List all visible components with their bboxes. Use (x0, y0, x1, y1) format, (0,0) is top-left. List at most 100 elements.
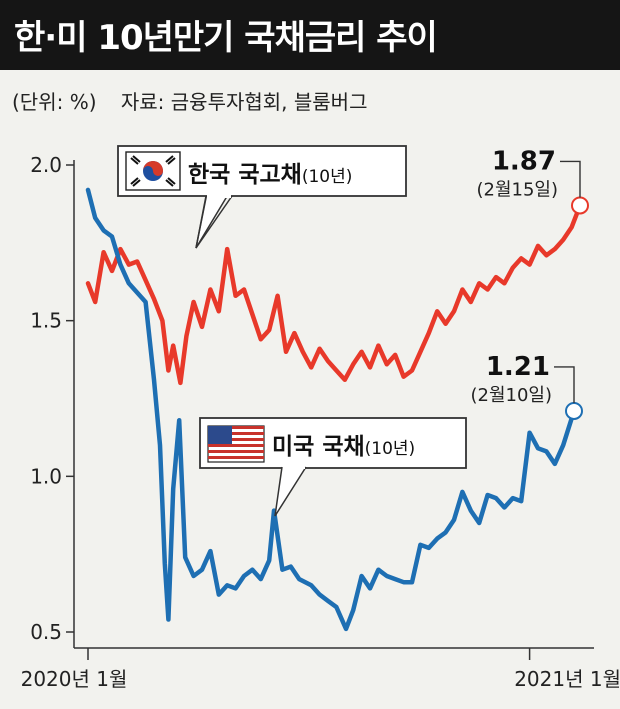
data-point (103, 251, 105, 253)
data-point (94, 301, 96, 303)
data-point (268, 329, 270, 331)
data-point (145, 301, 147, 303)
data-point (179, 382, 181, 384)
data-point (209, 289, 211, 290)
data-point (369, 587, 371, 589)
data-point (277, 295, 279, 297)
data-point (512, 267, 514, 269)
data-point (251, 569, 253, 571)
data-point (243, 289, 245, 290)
data-point (87, 189, 89, 191)
data-point (226, 248, 228, 250)
data-point (571, 226, 573, 228)
data-point (562, 239, 564, 241)
data-point (235, 587, 237, 589)
y-axis-ticks: 2.0 1.5 1.0 0.5 (30, 153, 74, 644)
data-point (298, 578, 300, 580)
data-point (235, 295, 237, 297)
data-point (361, 575, 363, 577)
data-point (159, 444, 161, 446)
data-point (361, 351, 363, 353)
data-point (453, 310, 455, 312)
data-point (128, 264, 130, 266)
korea-flag (125, 151, 181, 191)
data-point (369, 366, 371, 368)
data-point (178, 419, 180, 421)
data-point (128, 282, 130, 284)
data-point (172, 488, 174, 490)
data-point (310, 366, 312, 368)
data-point (251, 313, 253, 315)
data-point (478, 282, 480, 284)
data-point (411, 370, 413, 371)
data-point (537, 245, 539, 247)
data-point (411, 581, 413, 583)
korea-legend-box: 한국 국고채(10년) (117, 145, 407, 249)
data-point (487, 289, 489, 290)
data-point (319, 594, 321, 596)
end-value-label: 1.21 (486, 352, 550, 382)
us-flag (207, 425, 265, 463)
data-point (554, 248, 556, 250)
data-point (111, 236, 113, 238)
data-point (461, 491, 463, 493)
data-point (377, 345, 379, 347)
data-point (172, 345, 174, 347)
data-point (293, 332, 295, 334)
data-point (386, 363, 388, 365)
data-point (103, 229, 105, 231)
data-point (503, 507, 505, 508)
x-tick-label: 2021년 1월 (514, 667, 620, 691)
us-legend-label: 미국 국채(10년) (272, 434, 415, 460)
y-tick-label: 0.5 (30, 620, 62, 644)
data-point (503, 282, 505, 284)
data-point (344, 379, 346, 381)
data-point (428, 547, 430, 549)
us-legend-box: 미국 국채(10년) (199, 417, 467, 517)
data-point (520, 500, 522, 502)
data-point (445, 531, 447, 533)
data-point (327, 600, 329, 602)
korea-legend-label: 한국 국고채(10년) (188, 162, 352, 188)
x-axis-ticks: 2020년 1월 2021년 1월 (21, 648, 620, 691)
end-marker (571, 196, 589, 215)
data-point (419, 544, 421, 546)
data-point (161, 320, 163, 322)
data-point (201, 326, 203, 328)
data-point (87, 282, 89, 284)
data-point (529, 264, 531, 266)
data-point (403, 376, 405, 378)
data-point (193, 301, 195, 303)
data-point (119, 264, 121, 266)
data-point (537, 447, 539, 449)
data-point (386, 575, 388, 577)
end-date-label: (2월10일) (470, 385, 552, 406)
data-point (201, 569, 203, 571)
data-point (545, 450, 547, 452)
us-yield-line (85, 187, 577, 632)
data-point (209, 550, 211, 552)
data-point (327, 360, 329, 362)
callout-leader (560, 160, 581, 198)
data-point (394, 578, 396, 580)
data-point (487, 494, 489, 496)
data-point (345, 628, 347, 630)
callout-leader (554, 366, 575, 403)
data-point (119, 248, 121, 250)
data-point (185, 335, 187, 337)
data-point (153, 379, 155, 381)
data-point (377, 569, 379, 571)
data-point (562, 444, 564, 446)
data-point (285, 351, 287, 353)
data-point (281, 569, 283, 571)
data-point (94, 217, 96, 219)
data-point (218, 310, 220, 312)
data-point (495, 497, 497, 499)
data-point (520, 257, 522, 259)
data-point (478, 522, 480, 524)
data-point (394, 354, 396, 356)
data-point (512, 497, 514, 499)
end-date-label: (2월15일) (476, 179, 558, 200)
data-point (319, 348, 321, 350)
